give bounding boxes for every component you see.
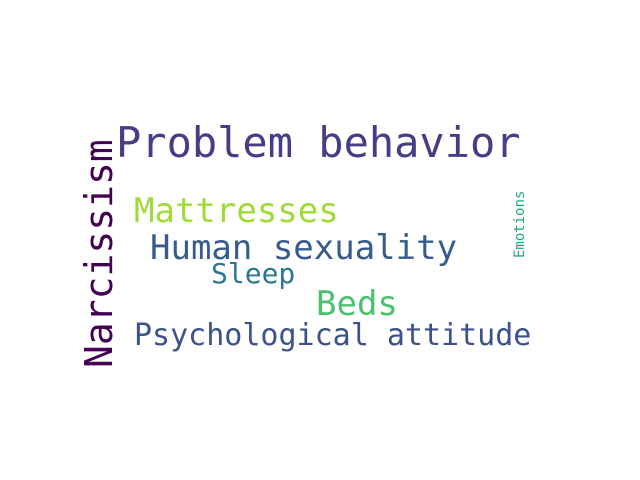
word-psychological-attitude: Psychological attitude [134, 318, 532, 353]
word-emotions: Emotions [512, 190, 528, 258]
word-narcissism: Narcissism [77, 139, 121, 368]
word-problem-behavior: Problem behavior [116, 118, 521, 167]
word-sleep: Sleep [211, 257, 296, 290]
word-mattresses: Mattresses [134, 191, 339, 231]
word-human-sexuality: Human sexuality [150, 228, 458, 268]
word-beds: Beds [316, 284, 398, 324]
